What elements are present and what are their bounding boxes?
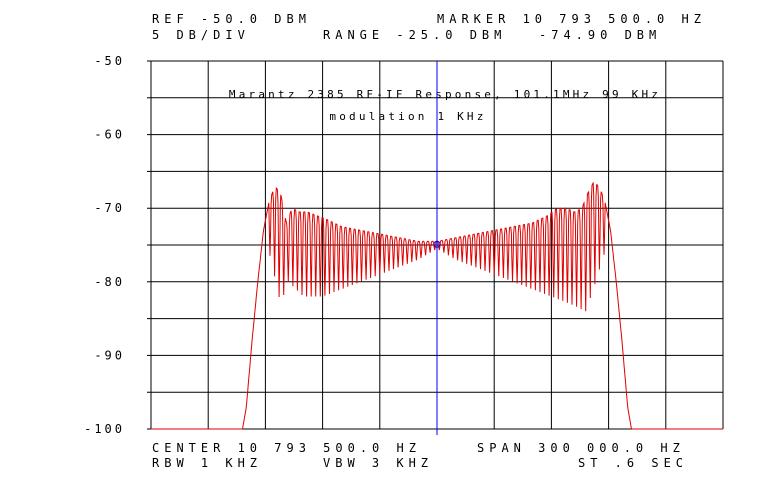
ref-level-readout: REF -50.0 DBM	[152, 12, 311, 26]
marker-level-readout: -74.90 DBM	[539, 28, 662, 42]
y-tick-label: -90	[94, 348, 125, 362]
chart-title: Marantz 2385 RF-IF Response, 101.1MHz 99…	[229, 88, 661, 101]
center-frequency-readout: CENTER 10 793 500.0 HZ	[152, 441, 421, 455]
marker-point	[433, 240, 441, 248]
marker-frequency-readout: MARKER 10 793 500.0 HZ	[437, 12, 706, 26]
vbw-readout: VBW 3 KHZ	[323, 456, 434, 470]
sweep-time-readout: ST .6 SEC	[578, 456, 689, 470]
y-tick-label: -60	[94, 128, 125, 142]
span-readout: SPAN 300 000.0 HZ	[477, 441, 685, 455]
range-readout: RANGE -25.0 DBM	[323, 28, 507, 42]
y-axis-ticks: -50 -60 -70 -80 -90 -100	[84, 54, 125, 436]
y-tick-label: -100	[84, 422, 125, 436]
scale-readout: 5 DB/DIV	[152, 28, 250, 42]
chart-subtitle: modulation 1 KHz	[329, 110, 486, 123]
y-tick-label: -50	[94, 54, 125, 68]
y-tick-label: -80	[94, 275, 125, 289]
y-tick-label: -70	[94, 201, 125, 215]
rbw-readout: RBW 1 KHZ	[152, 456, 263, 470]
